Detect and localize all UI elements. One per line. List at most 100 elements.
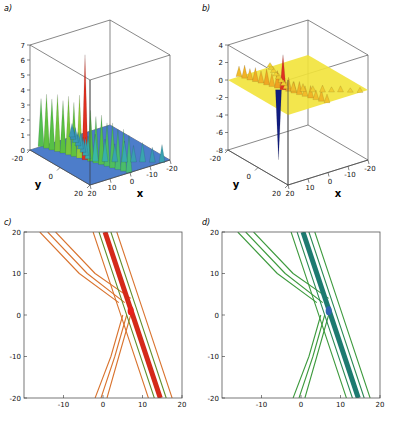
surface-panel: -20-1001020-20020-8-6-4-2024xy	[210, 20, 376, 199]
x-tick	[170, 160, 171, 164]
y-tick	[24, 315, 27, 316]
spike	[357, 87, 363, 92]
box-edge	[90, 160, 170, 185]
z-tick-label: -8	[216, 147, 223, 155]
spike	[55, 95, 61, 152]
z-tick	[225, 80, 228, 81]
contour-line	[254, 232, 329, 298]
spot	[326, 306, 332, 315]
spike	[247, 69, 253, 80]
x-tick-label: 0	[101, 401, 105, 409]
x-tick	[368, 160, 369, 164]
spike	[159, 145, 165, 163]
spike	[310, 86, 316, 92]
ridge	[236, 55, 330, 103]
y-tick-label: 0	[49, 173, 53, 181]
z-tick	[225, 45, 228, 46]
z-tick	[27, 60, 30, 61]
spike	[92, 134, 98, 161]
x-tick	[328, 173, 329, 177]
z-tick	[225, 62, 228, 63]
x-tick	[348, 166, 349, 170]
spike	[264, 69, 270, 85]
box-top	[30, 20, 170, 80]
x-tick-label: 0	[299, 401, 303, 409]
spike	[69, 123, 75, 136]
spike	[242, 65, 248, 78]
spike	[290, 82, 296, 92]
x-tick	[103, 395, 104, 398]
plot-area	[24, 232, 182, 398]
z-tick-label: 6	[21, 57, 26, 65]
panel-label: b)	[202, 4, 210, 13]
z-tick	[27, 135, 30, 136]
contour-line	[107, 315, 131, 398]
panel-label: c)	[4, 218, 12, 227]
box-edge	[170, 55, 171, 160]
spike	[338, 86, 344, 92]
y-tick-label: 20	[272, 190, 281, 198]
spike	[149, 147, 155, 162]
y-tick	[222, 273, 225, 274]
spike	[258, 71, 264, 83]
y-tick	[24, 273, 27, 274]
spike	[300, 84, 306, 92]
y-tick	[57, 168, 60, 171]
y-tick	[24, 356, 27, 357]
ridge	[69, 123, 91, 158]
y-tick	[285, 185, 288, 188]
y-tick	[222, 398, 225, 399]
box-edge	[288, 80, 289, 185]
box-edge	[288, 160, 368, 185]
z-tick-label: 4	[219, 42, 224, 50]
z-tick-label: -4	[216, 112, 224, 120]
spike	[38, 99, 44, 147]
y-axis-title: y	[35, 179, 42, 190]
y-tick-label: -20	[208, 395, 219, 403]
spike	[49, 99, 55, 150]
y-tick-label: -10	[10, 353, 21, 361]
y-tick-label: 0	[247, 173, 251, 181]
spike	[276, 90, 282, 160]
z-tick-label: -6	[216, 129, 224, 137]
spike	[324, 94, 330, 103]
ridge	[38, 55, 132, 173]
spike	[122, 141, 128, 162]
x-tick-label: 20	[88, 190, 97, 198]
x-tick-label: 10	[306, 184, 315, 192]
y-tick-label: 20	[74, 190, 83, 198]
x-tick-label: -10	[58, 401, 69, 409]
spike	[77, 95, 83, 158]
x-axis-title: x	[335, 188, 342, 199]
panel-label: a)	[4, 4, 12, 13]
spike	[60, 101, 66, 154]
spike	[347, 88, 353, 92]
x-tick-label: -10	[256, 401, 267, 409]
box-edge	[110, 20, 111, 125]
panel-label: d)	[202, 218, 210, 227]
ridge	[92, 134, 165, 162]
spike	[320, 85, 326, 92]
y-tick	[225, 150, 228, 153]
ridge	[290, 82, 363, 93]
spike	[329, 87, 335, 92]
y-tick	[27, 150, 30, 153]
plot-frame	[24, 232, 182, 398]
z-tick-label: 0	[21, 147, 25, 155]
y-tick-label: 0	[215, 312, 219, 320]
plot-area	[222, 232, 380, 398]
x-tick-label: 0	[328, 178, 332, 186]
z-tick-label: 2	[21, 117, 25, 125]
plot-frame	[222, 232, 380, 398]
contour-band	[105, 232, 160, 398]
z-tick	[27, 120, 30, 121]
x-tick	[63, 395, 64, 398]
contour-line	[297, 232, 352, 398]
z-tick-label: 1	[21, 132, 25, 140]
box-base	[228, 125, 368, 185]
spike	[44, 94, 50, 148]
x-tick-label: 10	[108, 184, 117, 192]
contour-line	[117, 232, 172, 398]
z-tick-label: -2	[216, 94, 223, 102]
x-tick	[380, 395, 381, 398]
